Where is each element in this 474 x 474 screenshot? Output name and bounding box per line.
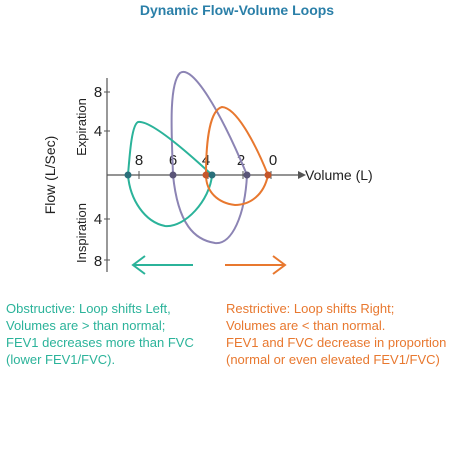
inspiration-label: Inspiration — [74, 203, 89, 263]
page-title: Dynamic Flow-Volume Loops — [139, 2, 335, 18]
x-tick-label-0: 0 — [269, 152, 277, 169]
restrictive-rv-point — [202, 171, 210, 179]
obstructive-caption-line: (lower FEV1/FVC). — [6, 352, 116, 367]
obstructive-caption-line: Volumes are > than normal; — [6, 318, 166, 333]
obstructive-caption-line: FEV1 decreases more than FVC — [6, 335, 194, 350]
normal-tlc-point — [243, 171, 251, 179]
restrictive-caption-line: (normal or even elevated FEV1/FVC) — [226, 352, 440, 367]
restrictive-caption-line: Volumes are < than normal. — [226, 318, 386, 333]
y-tick-label-insp-4: 4 — [94, 211, 102, 228]
restrictive-caption-line: FEV1 and FVC decrease in proportion — [226, 335, 447, 350]
restrictive-loop — [204, 105, 270, 207]
obstructive-caption: Obstructive: Loop shifts Left, Volumes a… — [6, 300, 194, 368]
y-axis-label: Flow (L/Sec) — [42, 136, 58, 215]
y-tick-label-insp-8: 8 — [94, 253, 102, 270]
obstructive-caption-line: Obstructive: Loop shifts Left, — [6, 301, 171, 316]
restrictive-tlc-point — [264, 171, 272, 179]
obstructive-rv-point — [124, 171, 132, 179]
y-tick-label-exp-4: 4 — [94, 123, 102, 140]
normal-loop — [170, 70, 249, 245]
obstructive-tlc-point — [208, 171, 216, 179]
x-axis-label: Volume (L) — [305, 167, 373, 183]
x-axis-arrowhead — [298, 171, 306, 179]
expiration-label: Expiration — [74, 98, 89, 156]
x-tick-label-8: 8 — [135, 152, 143, 169]
arrow-right-icon — [225, 255, 287, 275]
restrictive-caption-line: Restrictive: Loop shifts Right; — [226, 301, 395, 316]
normal-rv-point — [169, 171, 177, 179]
y-tick-label-exp-8: 8 — [94, 84, 102, 101]
arrow-left-icon — [131, 255, 193, 275]
restrictive-caption: Restrictive: Loop shifts Right; Volumes … — [226, 300, 446, 368]
